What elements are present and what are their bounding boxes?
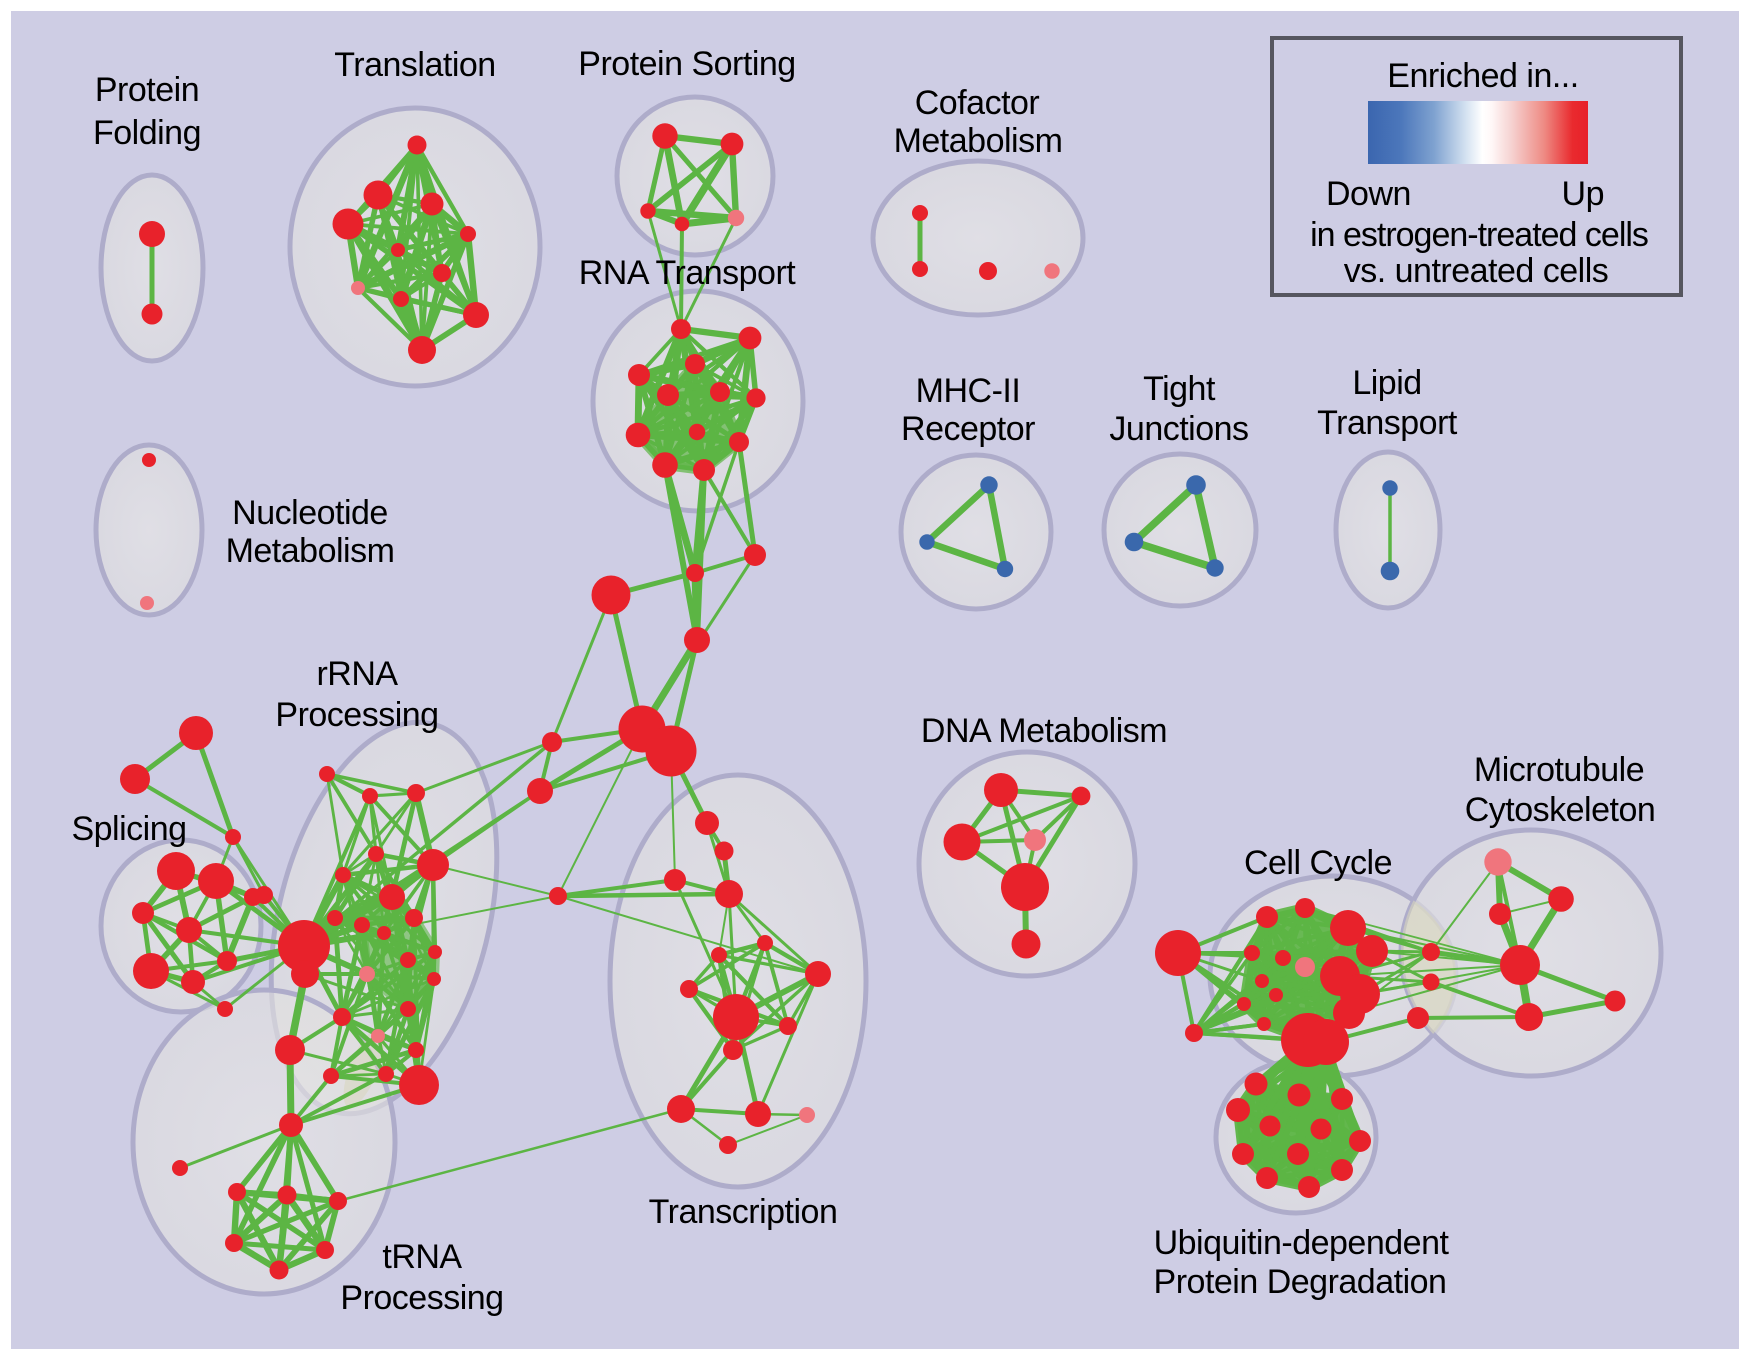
svg-text:Transport: Transport: [1317, 404, 1458, 442]
svg-text:Splicing: Splicing: [71, 810, 186, 848]
svg-text:Cell Cycle: Cell Cycle: [1244, 844, 1392, 882]
svg-text:Processing: Processing: [340, 1279, 503, 1317]
svg-text:Processing: Processing: [275, 696, 438, 734]
svg-text:Ubiquitin-dependent: Ubiquitin-dependent: [1154, 1224, 1450, 1262]
svg-text:RNA Transport: RNA Transport: [579, 254, 797, 292]
svg-text:Cofactor: Cofactor: [915, 84, 1040, 122]
svg-text:Folding: Folding: [93, 114, 201, 152]
svg-text:Protein Sorting: Protein Sorting: [578, 45, 795, 83]
svg-text:tRNA: tRNA: [382, 1238, 462, 1276]
svg-text:Metabolism: Metabolism: [226, 532, 395, 570]
svg-text:Translation: Translation: [334, 46, 495, 84]
svg-text:rRNA: rRNA: [316, 655, 398, 693]
svg-text:Tight: Tight: [1143, 370, 1216, 408]
svg-text:MHC-II: MHC-II: [916, 372, 1021, 410]
svg-text:Protein Degradation: Protein Degradation: [1154, 1263, 1447, 1301]
svg-text:DNA Metabolism: DNA Metabolism: [921, 712, 1167, 750]
svg-text:Lipid: Lipid: [1352, 364, 1421, 402]
svg-text:in estrogen-treated cells: in estrogen-treated cells: [1310, 216, 1648, 254]
svg-text:vs. untreated cells: vs. untreated cells: [1344, 252, 1609, 290]
svg-text:Transcription: Transcription: [649, 1193, 838, 1231]
svg-text:Cytoskeleton: Cytoskeleton: [1465, 791, 1656, 829]
svg-text:Protein: Protein: [95, 71, 199, 109]
svg-text:Up: Up: [1562, 175, 1604, 213]
svg-text:Nucleotide: Nucleotide: [232, 494, 388, 532]
svg-text:Microtubule: Microtubule: [1474, 751, 1644, 789]
svg-text:Down: Down: [1326, 175, 1411, 213]
svg-text:Receptor: Receptor: [901, 410, 1035, 448]
svg-text:Metabolism: Metabolism: [894, 122, 1063, 160]
svg-text:Junctions: Junctions: [1109, 410, 1248, 448]
svg-text:Enriched in...: Enriched in...: [1387, 57, 1578, 95]
